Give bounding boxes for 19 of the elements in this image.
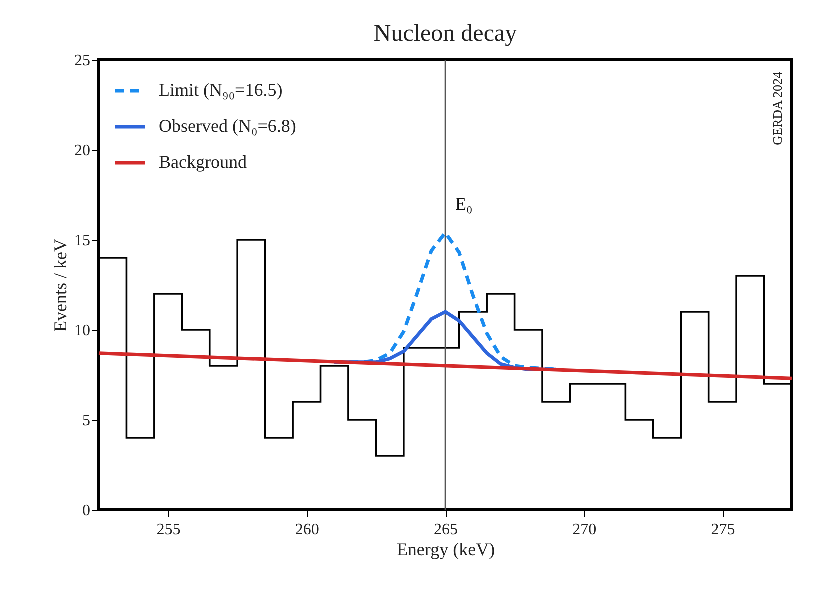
y-tick-label: 5	[82, 412, 90, 430]
x-tick-label: 270	[572, 522, 597, 538]
legend-label: Background	[159, 152, 247, 172]
chart-title: Nucleon decay	[374, 21, 518, 47]
x-tick-label: 275	[711, 522, 736, 538]
legend-label: Limit (N₉₀=16.5)	[159, 80, 283, 100]
ref-line-label: E₀	[456, 194, 473, 214]
legend-label: Observed (N₀=6.8)	[159, 116, 296, 136]
x-tick-label: 265	[434, 522, 458, 538]
x-axis-title: Energy (keV)	[396, 540, 496, 560]
y-tick-label: 10	[74, 322, 90, 340]
x-tick-label: 255	[156, 522, 181, 538]
y-tick-label: 25	[74, 52, 90, 70]
x-tick-label: 260	[295, 522, 320, 538]
y-tick-label: 15	[74, 232, 90, 250]
y-tick-label: 20	[74, 142, 90, 160]
y-tick-label: 0	[82, 502, 90, 520]
annotation: GERDA 2024	[770, 72, 785, 146]
y-axis-title: Events / keV	[50, 239, 70, 332]
